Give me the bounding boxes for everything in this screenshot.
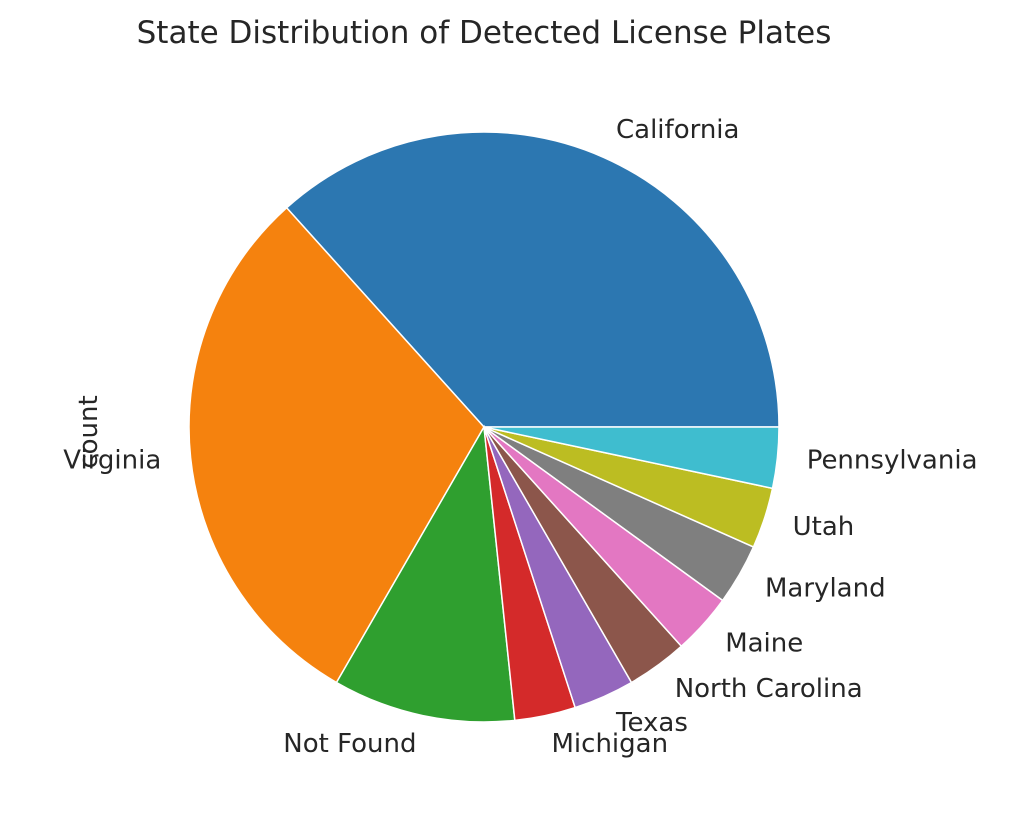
label-not-found: Not Found	[283, 729, 416, 759]
slice-pennsylvania	[483, 426, 780, 490]
y-axis-label: count	[74, 395, 104, 468]
label-maryland: Maryland	[765, 574, 886, 604]
chart-title: State Distribution of Detected License P…	[137, 15, 832, 51]
label-texas: Texas	[615, 708, 688, 738]
slice-california	[285, 131, 780, 428]
label-virginia: Virginia	[63, 445, 161, 475]
pie-labels: California Virginia Not Found MichiganTexas…	[63, 115, 977, 759]
slice-virginia	[188, 206, 485, 684]
label-maine: Maine	[725, 629, 803, 659]
label-michigan: Michigan	[552, 729, 669, 759]
pie-slices	[188, 131, 780, 723]
slice-not-found	[335, 424, 516, 723]
label-california: California	[616, 115, 739, 145]
label-utah: Utah	[793, 512, 855, 542]
label-pennsylvania: Pennsylvania	[807, 445, 978, 475]
label-north-carolina: North Carolina	[675, 674, 863, 704]
